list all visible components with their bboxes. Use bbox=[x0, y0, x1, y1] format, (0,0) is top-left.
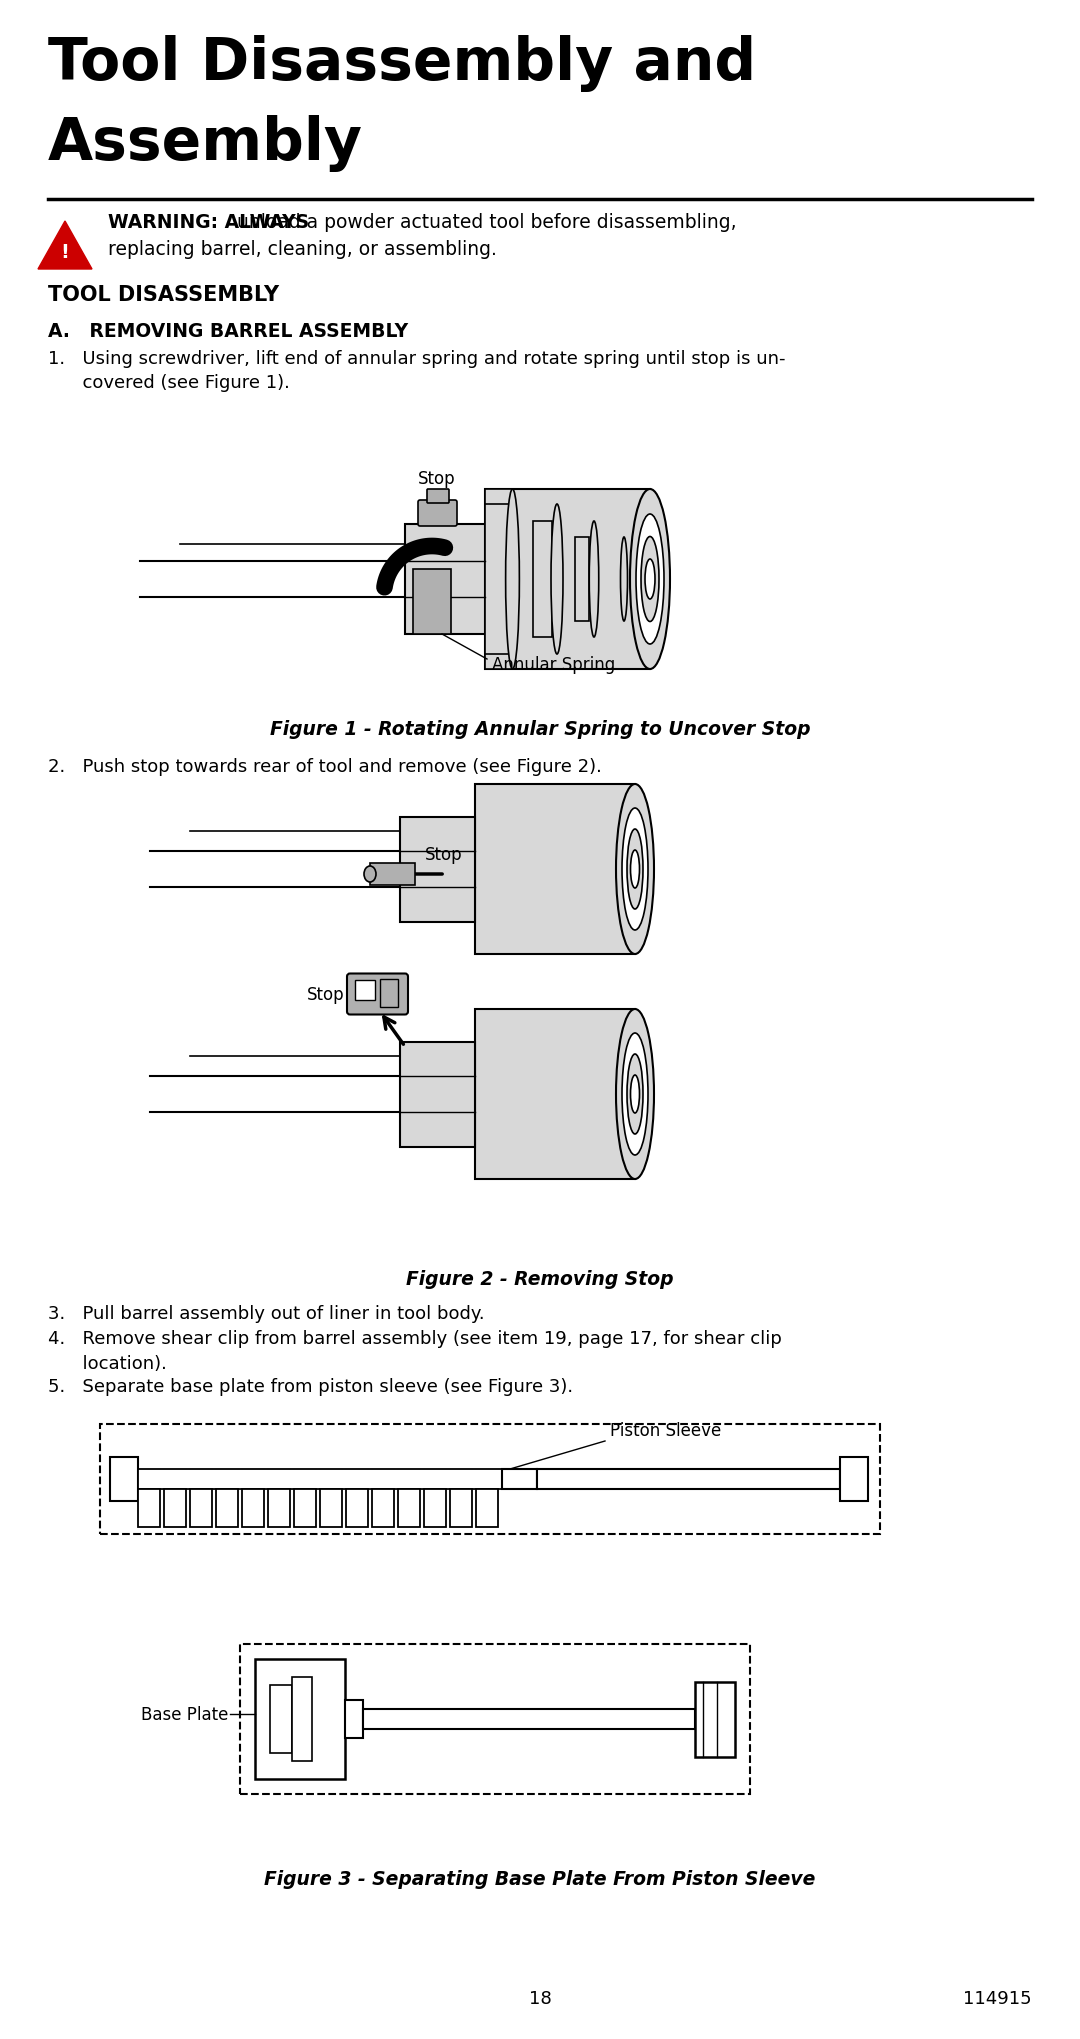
Text: 18: 18 bbox=[528, 1988, 552, 2006]
Bar bbox=[405, 524, 485, 634]
Ellipse shape bbox=[630, 489, 670, 669]
Bar bbox=[242, 1488, 264, 1527]
Text: Figure 2 - Removing Stop: Figure 2 - Removing Stop bbox=[406, 1270, 674, 1289]
Bar bbox=[485, 489, 650, 669]
Text: replacing barrel, cleaning, or assembling.: replacing barrel, cleaning, or assemblin… bbox=[108, 241, 497, 259]
Bar bbox=[320, 1488, 342, 1527]
Text: Assembly: Assembly bbox=[48, 114, 363, 171]
Bar bbox=[138, 1488, 160, 1527]
Text: 5.   Separate base plate from piston sleeve (see Figure 3).: 5. Separate base plate from piston sleev… bbox=[48, 1376, 573, 1395]
Text: TOOL DISASSEMBLY: TOOL DISASSEMBLY bbox=[48, 285, 279, 306]
Bar bbox=[476, 1488, 498, 1527]
Bar bbox=[240, 1643, 750, 1794]
Bar bbox=[485, 489, 513, 669]
Bar bbox=[370, 865, 415, 885]
Text: Annular Spring: Annular Spring bbox=[492, 657, 616, 673]
Ellipse shape bbox=[622, 1034, 648, 1156]
Text: WARNING: ALWAYS: WARNING: ALWAYS bbox=[108, 212, 309, 232]
FancyBboxPatch shape bbox=[427, 489, 449, 504]
Bar bbox=[255, 1660, 345, 1780]
Bar bbox=[400, 818, 475, 922]
Ellipse shape bbox=[616, 785, 654, 954]
Polygon shape bbox=[38, 222, 92, 269]
Bar bbox=[372, 1488, 394, 1527]
Ellipse shape bbox=[642, 536, 659, 622]
Ellipse shape bbox=[627, 1054, 643, 1134]
Text: Stop: Stop bbox=[308, 985, 345, 1003]
Bar bbox=[380, 979, 399, 1007]
Ellipse shape bbox=[622, 809, 648, 930]
Bar bbox=[355, 981, 375, 999]
Ellipse shape bbox=[636, 514, 664, 644]
Text: unload a powder actuated tool before disassembling,: unload a powder actuated tool before dis… bbox=[231, 212, 737, 232]
Text: Stop: Stop bbox=[418, 469, 456, 487]
Text: Tool Disassembly and: Tool Disassembly and bbox=[48, 35, 756, 92]
Text: 3.   Pull barrel assembly out of liner in tool body.: 3. Pull barrel assembly out of liner in … bbox=[48, 1305, 485, 1323]
Ellipse shape bbox=[505, 489, 519, 669]
Text: Figure 1 - Rotating Annular Spring to Uncover Stop: Figure 1 - Rotating Annular Spring to Un… bbox=[270, 720, 810, 738]
Bar bbox=[190, 1488, 212, 1527]
Bar bbox=[485, 506, 509, 655]
Ellipse shape bbox=[621, 538, 627, 622]
Bar bbox=[363, 1709, 696, 1729]
Text: Piston Sleeve: Piston Sleeve bbox=[610, 1421, 721, 1440]
Text: 114915: 114915 bbox=[963, 1988, 1032, 2006]
FancyBboxPatch shape bbox=[347, 975, 408, 1015]
Bar bbox=[840, 1458, 868, 1501]
Ellipse shape bbox=[631, 1075, 639, 1113]
Bar bbox=[270, 1684, 292, 1754]
Bar bbox=[413, 569, 451, 634]
Ellipse shape bbox=[645, 561, 654, 599]
Text: Base Plate: Base Plate bbox=[140, 1705, 228, 1723]
Ellipse shape bbox=[590, 522, 598, 638]
Text: 1.   Using screwdriver, lift end of annular spring and rotate spring until stop : 1. Using screwdriver, lift end of annula… bbox=[48, 351, 785, 367]
Ellipse shape bbox=[631, 850, 639, 889]
Bar bbox=[292, 1678, 312, 1762]
Bar bbox=[294, 1488, 316, 1527]
Bar bbox=[575, 538, 589, 622]
Text: 2.   Push stop towards rear of tool and remove (see Figure 2).: 2. Push stop towards rear of tool and re… bbox=[48, 759, 602, 775]
Text: A.   REMOVING BARREL ASSEMBLY: A. REMOVING BARREL ASSEMBLY bbox=[48, 322, 408, 341]
Bar bbox=[424, 1488, 446, 1527]
Bar bbox=[346, 1488, 368, 1527]
Bar bbox=[100, 1425, 880, 1533]
Bar bbox=[268, 1488, 291, 1527]
Ellipse shape bbox=[551, 506, 563, 655]
Ellipse shape bbox=[627, 830, 643, 909]
Ellipse shape bbox=[616, 1009, 654, 1179]
Bar bbox=[475, 1009, 635, 1179]
Bar bbox=[216, 1488, 238, 1527]
Text: !: ! bbox=[60, 243, 69, 263]
Bar bbox=[502, 1470, 537, 1488]
Text: location).: location). bbox=[48, 1354, 167, 1372]
Bar bbox=[400, 1042, 475, 1146]
FancyBboxPatch shape bbox=[418, 502, 457, 526]
Bar bbox=[475, 785, 635, 954]
Bar bbox=[696, 1682, 735, 1758]
Bar bbox=[450, 1488, 472, 1527]
Text: Figure 3 - Separating Base Plate From Piston Sleeve: Figure 3 - Separating Base Plate From Pi… bbox=[265, 1870, 815, 1888]
Bar bbox=[537, 1470, 840, 1488]
Bar bbox=[110, 1458, 138, 1501]
Text: 4.   Remove shear clip from barrel assembly (see item 19, page 17, for shear cli: 4. Remove shear clip from barrel assembl… bbox=[48, 1329, 782, 1348]
Bar bbox=[399, 1488, 420, 1527]
Text: covered (see Figure 1).: covered (see Figure 1). bbox=[48, 373, 289, 391]
Bar bbox=[345, 1701, 363, 1737]
Text: Stop: Stop bbox=[426, 846, 462, 865]
Ellipse shape bbox=[364, 867, 376, 883]
Bar bbox=[534, 522, 552, 638]
Bar bbox=[138, 1470, 502, 1488]
Bar bbox=[164, 1488, 186, 1527]
